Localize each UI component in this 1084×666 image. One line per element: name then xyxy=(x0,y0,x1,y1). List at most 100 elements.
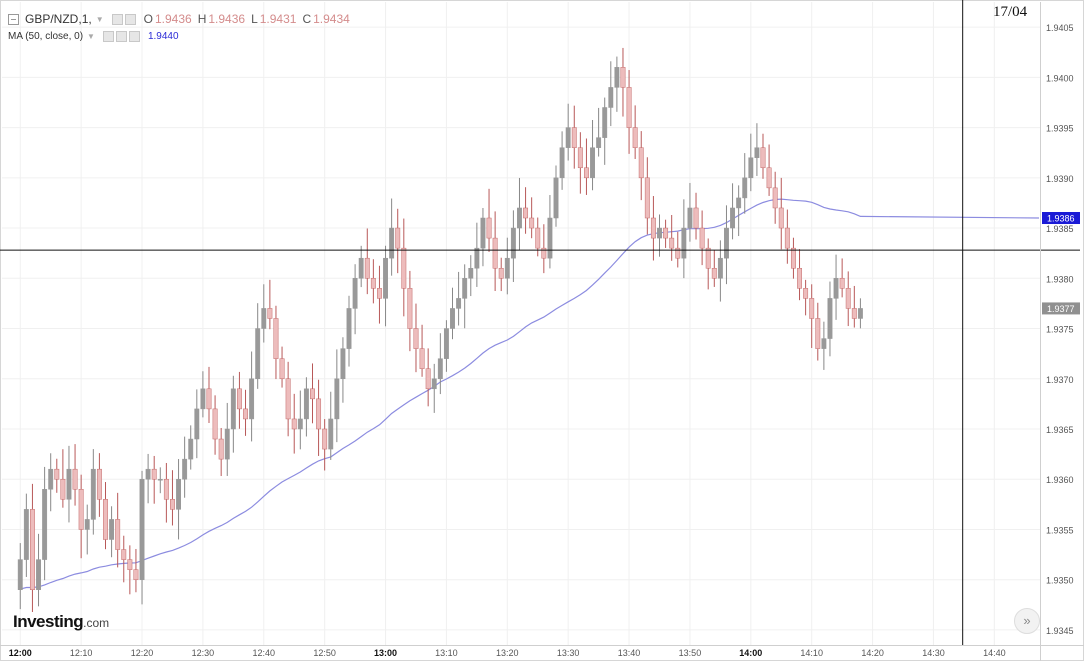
candle-body xyxy=(784,227,790,249)
candle-body xyxy=(705,247,711,269)
candle-body xyxy=(109,519,115,540)
double-chevron-right-icon: » xyxy=(1023,613,1031,628)
low-label: L xyxy=(251,12,258,26)
candle-body xyxy=(571,127,577,148)
candle-body xyxy=(523,207,529,219)
candle-body xyxy=(279,358,285,380)
candle-body xyxy=(377,288,382,299)
candle-body xyxy=(583,167,589,179)
candle-body xyxy=(431,378,437,390)
ma-eye-icon[interactable] xyxy=(102,31,114,42)
candle-body xyxy=(340,348,346,380)
y-tick-label: 1.9355 xyxy=(1046,525,1074,535)
y-tick-label: 1.9390 xyxy=(1046,174,1074,184)
candle-body xyxy=(803,288,809,299)
high-value: 1.9436 xyxy=(208,12,246,26)
x-tick-label: 13:20 xyxy=(496,648,519,658)
candle-body xyxy=(316,398,322,430)
candle-body xyxy=(468,267,474,279)
legend-symbol: GBP/NZD xyxy=(25,12,79,26)
candle-body xyxy=(535,227,541,249)
candle-body xyxy=(291,418,297,430)
ma-chevron-down-icon[interactable]: ▼ xyxy=(87,32,95,41)
candlesticks xyxy=(17,47,863,612)
candle-body xyxy=(334,378,340,420)
candle-body xyxy=(151,468,157,480)
candle-body xyxy=(742,177,748,199)
candle-body xyxy=(529,217,535,229)
high-label: H xyxy=(197,12,207,26)
candle-body xyxy=(224,428,230,460)
low-value: 1.9431 xyxy=(259,12,297,26)
close-label: C xyxy=(302,12,312,26)
x-tick-label: 13:40 xyxy=(618,648,641,658)
x-tick-label: 12:40 xyxy=(253,648,276,658)
legend-interval: 1 xyxy=(81,12,89,26)
candle-body xyxy=(638,147,644,179)
candle-body xyxy=(285,378,291,420)
y-tick-label: 1.9345 xyxy=(1046,626,1074,636)
candle-body xyxy=(90,468,96,520)
candle-body xyxy=(857,308,863,319)
candle-body xyxy=(139,478,145,580)
candle-body xyxy=(474,247,480,269)
ma-settings-icon[interactable] xyxy=(115,31,127,42)
candle-body xyxy=(96,468,102,500)
y-tick-label: 1.9360 xyxy=(1046,475,1074,485)
collapse-icon[interactable] xyxy=(8,13,19,25)
candle-body xyxy=(29,509,35,590)
x-tick-label: 13:50 xyxy=(679,648,702,658)
candle-body xyxy=(851,308,857,319)
candle-body xyxy=(797,267,802,289)
x-tick-label: 12:10 xyxy=(70,648,93,658)
candle-body xyxy=(510,227,516,259)
settings-icon[interactable] xyxy=(124,13,136,25)
candle-body xyxy=(577,147,583,169)
candle-body xyxy=(504,257,510,279)
candle-body xyxy=(346,308,352,349)
candle-body xyxy=(443,328,449,359)
x-tick-label: 14:10 xyxy=(800,648,823,658)
candle-body xyxy=(413,328,419,349)
candle-body xyxy=(724,227,729,259)
candle-body xyxy=(17,559,23,590)
x-tick-label: 14:00 xyxy=(739,648,762,658)
x-tick-label: 12:20 xyxy=(131,648,154,658)
candle-body xyxy=(267,308,273,319)
candle-body xyxy=(66,468,72,500)
candle-body xyxy=(310,388,315,400)
candle-body xyxy=(766,167,772,189)
eye-icon[interactable] xyxy=(111,13,123,25)
candle-body xyxy=(389,227,395,259)
candle-body xyxy=(60,478,66,500)
scroll-to-latest-button[interactable]: » xyxy=(1014,608,1040,634)
candle-body xyxy=(36,559,41,590)
candle-body xyxy=(596,137,602,148)
ma-label: MA (50, close, 0) xyxy=(8,31,84,42)
logo-suffix-text: .com xyxy=(83,616,110,630)
candle-body xyxy=(72,468,78,490)
candle-body xyxy=(541,247,547,259)
candle-body xyxy=(243,408,248,420)
x-tick-label: 14:20 xyxy=(861,648,884,658)
candle-body xyxy=(602,107,608,138)
candle-body xyxy=(626,87,632,128)
candle-body xyxy=(699,227,705,249)
legend-ma-row: MA (50, close, 0) ▼ 1.9440 xyxy=(8,29,350,44)
x-tick-label: 13:30 xyxy=(557,648,580,658)
candle-body xyxy=(194,408,200,440)
candle-body xyxy=(650,217,656,239)
candle-body xyxy=(547,217,553,259)
candle-body xyxy=(644,177,650,219)
chevron-down-icon[interactable]: ▼ xyxy=(95,14,104,24)
candle-body xyxy=(261,308,267,329)
candle-body xyxy=(565,127,571,148)
candle-body xyxy=(833,278,839,299)
candle-body xyxy=(809,298,815,319)
ma-close-icon[interactable] xyxy=(128,31,140,42)
